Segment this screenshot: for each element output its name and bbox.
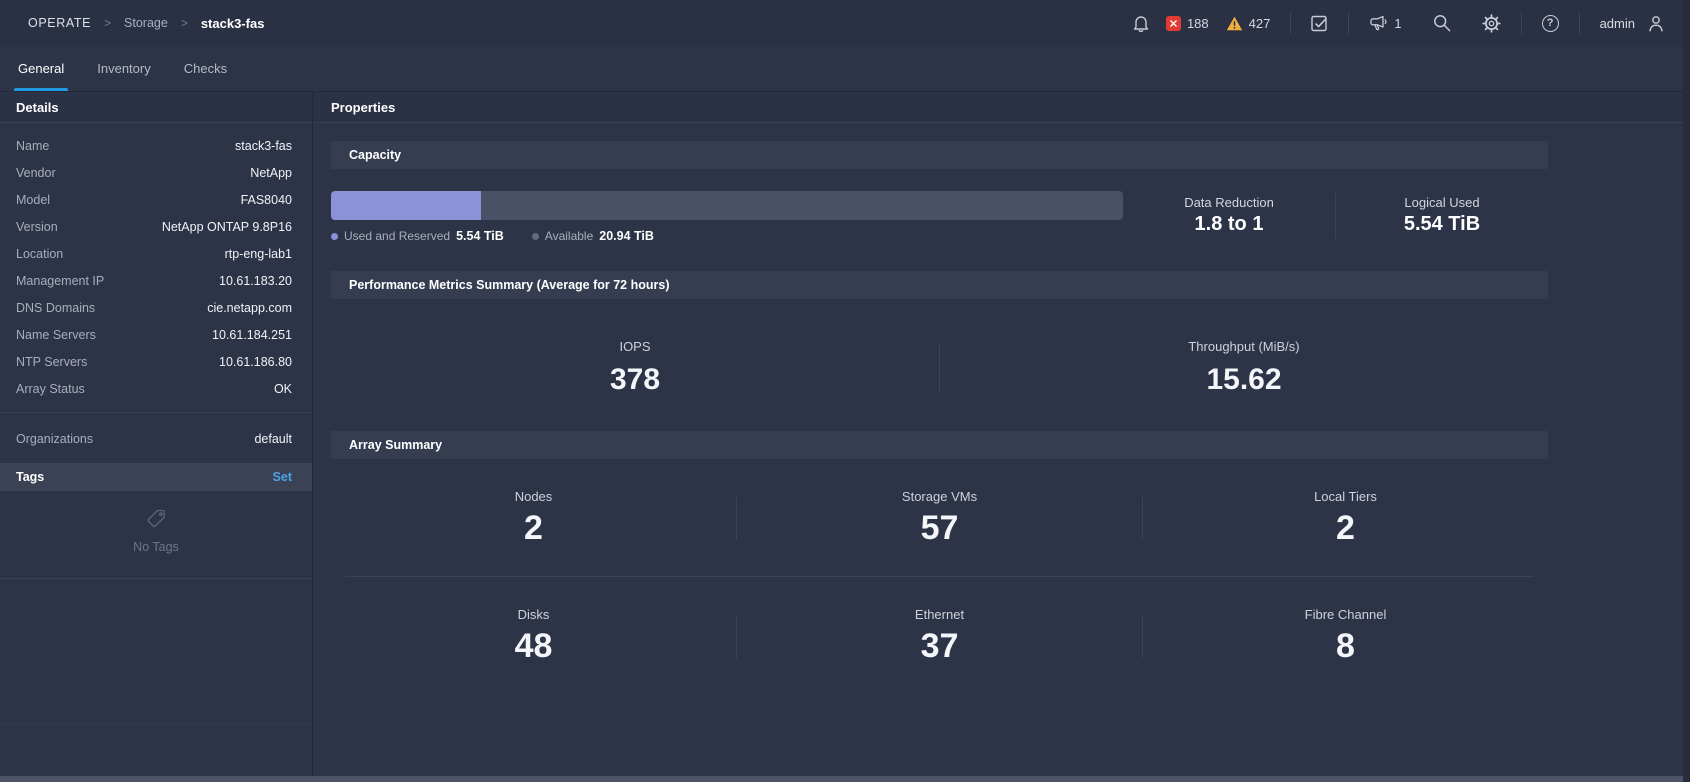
tags-set-button[interactable]: Set bbox=[272, 470, 292, 484]
topbar-actions: 188 427 bbox=[1133, 12, 1664, 34]
bell-icon[interactable] bbox=[1133, 14, 1149, 32]
organizations-default-link[interactable]: default bbox=[254, 431, 292, 446]
detail-row-location: Location rtp-eng-lab1 bbox=[16, 246, 292, 261]
topbar-divider bbox=[1520, 12, 1522, 34]
capacity-section: Used and Reserved 5.54 TiB Available 20.… bbox=[331, 191, 1548, 243]
used-dot-icon bbox=[331, 232, 338, 240]
breadcrumb-storage[interactable]: Storage bbox=[124, 16, 168, 30]
breadcrumb: OPERATE > Storage > stack3-fas bbox=[28, 16, 264, 31]
capacity-bar-zone: Used and Reserved 5.54 TiB Available 20.… bbox=[331, 191, 1123, 243]
throughput-metric: Throughput (MiB/s) 15.62 bbox=[1188, 339, 1300, 396]
nodes-stat: Nodes 2 bbox=[514, 489, 553, 547]
topbar-divider bbox=[1290, 12, 1292, 34]
tasks-icon[interactable] bbox=[1311, 15, 1328, 32]
array-summary-row-1: Nodes 2 Storage VMs 57 Local Tiers 2 bbox=[331, 459, 1548, 576]
details-list: Name stack3-fas Vendor NetApp Model FAS8… bbox=[0, 123, 312, 402]
properties-panel: Properties Capacity Used and Reserved bbox=[313, 92, 1690, 781]
detail-row-vendor: Vendor NetApp bbox=[16, 165, 292, 180]
detail-row-name-servers: Name Servers 10.61.184.251 bbox=[16, 327, 292, 342]
search-icon[interactable] bbox=[1433, 14, 1451, 32]
topbar-divider bbox=[1578, 12, 1580, 34]
disks-stat: Disks 48 bbox=[514, 607, 553, 665]
used-value: 5.54 TiB bbox=[456, 229, 504, 243]
local-tiers-stat: Local Tiers 2 bbox=[1314, 489, 1377, 547]
performance-section-title: Performance Metrics Summary (Average for… bbox=[331, 271, 1548, 299]
detail-row-dns-domains: DNS Domains cie.netapp.com bbox=[16, 300, 292, 315]
array-summary-section-title: Array Summary bbox=[331, 431, 1548, 459]
performance-metrics: IOPS 378 Throughput (MiB/s) 15.62 bbox=[331, 299, 1548, 431]
details-panel-title: Details bbox=[0, 92, 312, 123]
detail-row-ntp-servers: NTP Servers 10.61.186.80 bbox=[16, 354, 292, 369]
capacity-stat-divider bbox=[1335, 193, 1336, 239]
detail-row-array-status: Array Status OK bbox=[16, 381, 292, 396]
warning-alerts[interactable]: 427 bbox=[1226, 15, 1271, 31]
detail-row-name: Name stack3-fas bbox=[16, 138, 292, 153]
megaphone-icon bbox=[1369, 15, 1388, 31]
breadcrumb-current: stack3-fas bbox=[200, 15, 265, 31]
capacity-bar-fill bbox=[331, 191, 482, 220]
user-menu[interactable]: admin bbox=[1600, 15, 1664, 32]
array-summary-divider bbox=[345, 576, 1534, 577]
tab-bar: General Inventory Checks bbox=[0, 46, 1690, 92]
main-content: Details Name stack3-fas Vendor NetApp Mo… bbox=[0, 92, 1690, 781]
tab-general[interactable]: General bbox=[13, 46, 69, 91]
capacity-bar bbox=[331, 191, 1123, 220]
topbar-divider bbox=[1348, 12, 1350, 34]
capacity-legend: Used and Reserved 5.54 TiB Available 20.… bbox=[331, 229, 1123, 243]
capacity-section-title: Capacity bbox=[331, 141, 1548, 169]
ethernet-stat: Ethernet 37 bbox=[914, 607, 965, 665]
stat-divider bbox=[736, 497, 737, 540]
no-tags-label: No Tags bbox=[133, 540, 179, 554]
detail-row-organizations: Organizations default bbox=[16, 431, 292, 446]
critical-alerts[interactable]: 188 bbox=[1165, 15, 1209, 31]
detail-row-model: Model FAS8040 bbox=[16, 192, 292, 207]
properties-panel-title: Properties bbox=[313, 92, 1690, 123]
tags-row: Tags Set bbox=[0, 463, 312, 491]
available-dot-icon bbox=[531, 232, 539, 240]
warning-count: 427 bbox=[1248, 15, 1271, 31]
tab-inventory[interactable]: Inventory bbox=[97, 61, 151, 76]
topbar: OPERATE > Storage > stack3-fas 188 bbox=[0, 0, 1690, 46]
metric-divider bbox=[939, 343, 940, 393]
available-value: 20.94 TiB bbox=[599, 229, 654, 243]
fibre-channel-stat: Fibre Channel 8 bbox=[1304, 607, 1387, 665]
user-icon bbox=[1648, 15, 1664, 32]
array-summary-row-2: Disks 48 Ethernet 37 Fibre Channel 8 bbox=[331, 577, 1548, 694]
data-reduction-stat: Data Reduction 1.8 to 1 bbox=[1184, 195, 1274, 235]
no-tags-area: No Tags bbox=[0, 491, 312, 579]
warning-triangle-icon bbox=[1226, 16, 1243, 31]
iops-metric: IOPS 378 bbox=[609, 339, 661, 396]
legend-used: Used and Reserved 5.54 TiB bbox=[331, 229, 504, 243]
detail-row-management-ip: Management IP 10.61.183.20 bbox=[16, 273, 292, 288]
stat-divider bbox=[1142, 615, 1143, 658]
properties-content: Capacity Used and Reserved 5.54 TiB bbox=[313, 123, 1690, 694]
details-divider bbox=[0, 412, 312, 413]
chevron-right-icon: > bbox=[104, 16, 112, 30]
details-panel: Details Name stack3-fas Vendor NetApp Mo… bbox=[0, 92, 313, 781]
legend-available: Available 20.94 TiB bbox=[531, 229, 654, 243]
detail-row-version: Version NetApp ONTAP 9.8P16 bbox=[16, 219, 292, 234]
chevron-right-icon: > bbox=[180, 16, 188, 30]
storage-vms-stat: Storage VMs 57 bbox=[901, 489, 978, 547]
critical-count: 188 bbox=[1186, 15, 1209, 31]
announcement-count: 1 bbox=[1394, 15, 1402, 31]
stat-divider bbox=[1142, 497, 1143, 540]
user-name: admin bbox=[1599, 15, 1635, 31]
tag-icon bbox=[146, 508, 167, 529]
breadcrumb-operate[interactable]: OPERATE bbox=[28, 16, 92, 30]
announcements[interactable]: 1 bbox=[1369, 15, 1402, 31]
critical-badge-icon bbox=[1165, 15, 1181, 31]
stat-divider bbox=[736, 615, 737, 658]
gear-icon[interactable] bbox=[1481, 13, 1501, 33]
help-icon[interactable]: ? bbox=[1541, 14, 1559, 32]
tab-checks[interactable]: Checks bbox=[183, 61, 228, 76]
vertical-scrollbar[interactable] bbox=[1683, 0, 1690, 782]
logical-used-stat: Logical Used 5.54 TiB bbox=[1403, 195, 1481, 235]
horizontal-scrollbar[interactable] bbox=[0, 776, 1690, 782]
